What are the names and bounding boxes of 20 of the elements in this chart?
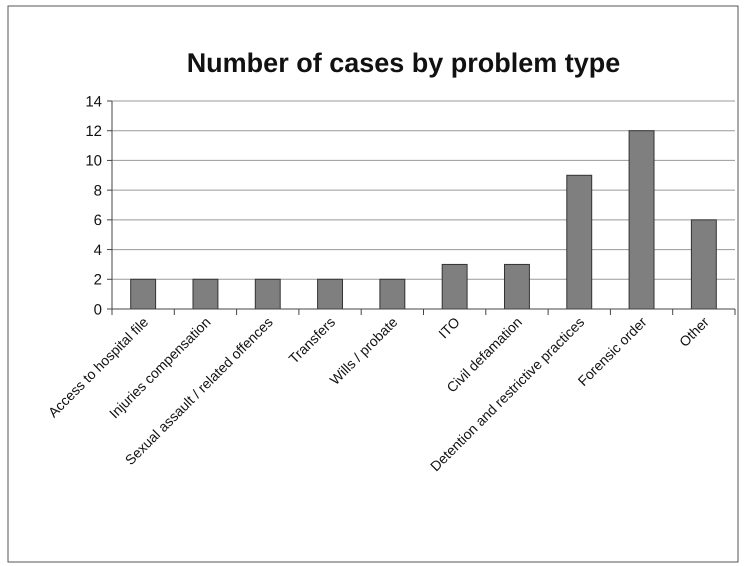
bar [317, 278, 344, 310]
bar [192, 278, 218, 310]
y-tick-label: 10 [85, 152, 102, 170]
bar [130, 278, 156, 310]
chart-title: Number of cases by problem type [186, 48, 620, 78]
bar [504, 264, 530, 310]
bar [442, 264, 468, 310]
y-tick-label: 6 [94, 212, 102, 230]
y-tick-label: 12 [85, 122, 102, 140]
y-tick-label: 4 [94, 242, 102, 259]
bar [690, 219, 717, 310]
bar [566, 174, 592, 310]
bar [254, 278, 281, 310]
y-tick-label: 2 [94, 272, 102, 289]
y-tick-label: 0 [94, 301, 102, 318]
bar [628, 130, 655, 310]
x-tick-label: ITO [435, 314, 463, 342]
y-tick-label: 8 [94, 182, 102, 200]
bar [379, 278, 406, 310]
y-tick-label: 14 [85, 93, 102, 110]
